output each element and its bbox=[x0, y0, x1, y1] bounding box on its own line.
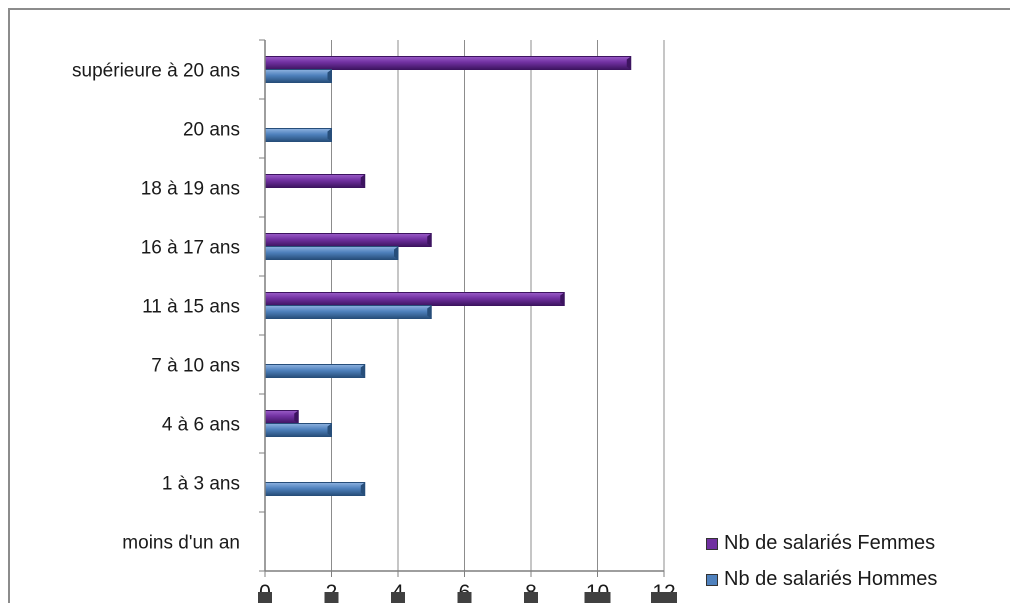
legend-swatch-hommes bbox=[706, 573, 718, 586]
bar-hommes bbox=[264, 482, 366, 496]
scroll-segment bbox=[584, 592, 611, 603]
bar-hommes-end-cap bbox=[360, 364, 365, 378]
legend-swatch-femmes bbox=[706, 537, 718, 550]
category-label: 20 ans bbox=[183, 120, 240, 141]
bar-femmes-end-cap bbox=[294, 410, 299, 424]
bar-hommes-end-cap bbox=[327, 69, 332, 83]
bar-femmes bbox=[264, 292, 565, 306]
bar-femmes-end-cap bbox=[360, 174, 365, 188]
bar-hommes-end-cap bbox=[327, 423, 332, 437]
category-label: 11 à 15 ans bbox=[142, 297, 240, 318]
scroll-segment bbox=[324, 592, 339, 603]
bar-femmes-end-cap bbox=[626, 56, 631, 70]
bar-hommes bbox=[264, 423, 332, 437]
bar-hommes bbox=[264, 305, 432, 319]
bar-hommes bbox=[264, 128, 332, 142]
bar-femmes bbox=[264, 56, 632, 70]
bar-femmes bbox=[264, 233, 432, 247]
bars bbox=[264, 56, 632, 496]
bar-hommes-end-cap bbox=[427, 305, 432, 319]
category-labels: supérieure à 20 ans 20 ans 18 à 19 ans 16 à… bbox=[72, 61, 240, 554]
scroll-segment bbox=[524, 592, 538, 603]
legend-label-femmes: Nb de salariés Femmes bbox=[724, 532, 936, 554]
legend-item-femmes: Nb de salariés Femmes bbox=[706, 532, 935, 555]
category-label: 1 à 3 ans bbox=[162, 474, 240, 495]
category-label: supérieure à 20 ans bbox=[72, 61, 240, 82]
bar-hommes bbox=[264, 246, 399, 260]
bar-femmes-end-cap bbox=[560, 292, 565, 306]
scroll-segment bbox=[258, 592, 272, 603]
category-label: 4 à 6 ans bbox=[162, 415, 240, 436]
axes bbox=[259, 39, 665, 577]
scroll-segment bbox=[391, 592, 405, 603]
bar-hommes bbox=[264, 69, 332, 83]
category-label: 7 à 10 ans bbox=[151, 356, 240, 377]
bar-hommes-end-cap bbox=[327, 128, 332, 142]
frame-left-border bbox=[8, 8, 10, 603]
legend-label-hommes: Nb de salariés Hommes bbox=[724, 568, 938, 590]
bar-hommes-end-cap bbox=[394, 246, 398, 260]
scrollbar-segments bbox=[258, 592, 677, 603]
category-label: moins d'un an bbox=[122, 533, 240, 554]
frame-top-border bbox=[8, 8, 1010, 10]
bar-femmes bbox=[264, 410, 299, 424]
category-label: 16 à 17 ans bbox=[141, 238, 240, 259]
bar-femmes bbox=[264, 174, 366, 188]
scroll-segment bbox=[457, 592, 472, 603]
scroll-segment bbox=[651, 592, 677, 603]
bar-hommes bbox=[264, 364, 366, 378]
category-label: 18 à 19 ans bbox=[141, 179, 240, 200]
bar-hommes-end-cap bbox=[360, 482, 365, 496]
bar-femmes-end-cap bbox=[427, 233, 432, 247]
legend-item-hommes: Nb de salariés Hommes bbox=[706, 568, 937, 591]
